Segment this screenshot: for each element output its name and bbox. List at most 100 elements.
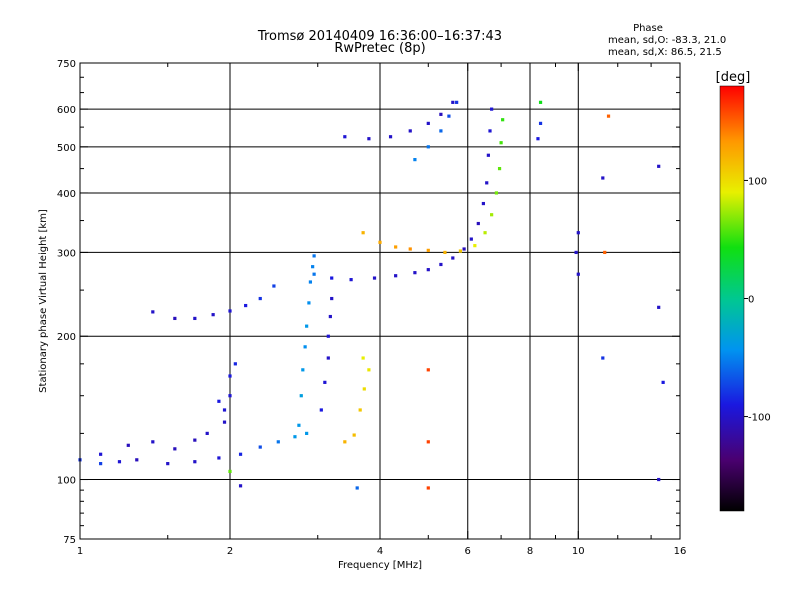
echo-point	[343, 440, 347, 444]
y-tick-label: 750	[57, 59, 76, 70]
echo-point	[355, 486, 359, 490]
y-tick-label: 500	[57, 143, 76, 154]
colorbar-tick-label: -100	[748, 413, 771, 424]
echo-point	[193, 438, 197, 442]
x-tick-label: 4	[377, 546, 383, 557]
echo-point	[308, 280, 313, 284]
phase-stats-o: mean, sd,O: -83.3, 21.0	[608, 35, 726, 46]
echo-point	[483, 231, 487, 235]
echo-point	[205, 431, 209, 435]
echo-point	[426, 268, 430, 272]
echo-point	[447, 114, 451, 118]
echo-point	[439, 129, 443, 133]
y-tick-label: 200	[57, 332, 76, 343]
colorbar-tick-label: 0	[748, 295, 754, 306]
echo-point	[117, 460, 122, 464]
y-tick-label: 400	[57, 189, 76, 200]
echo-point	[408, 129, 412, 133]
echo-point	[312, 254, 316, 258]
echo-point	[297, 423, 301, 427]
echo-point	[408, 247, 412, 251]
echo-point	[303, 345, 307, 349]
echo-point	[349, 278, 353, 282]
echo-point	[326, 334, 330, 338]
echo-point	[301, 368, 305, 372]
axis-ticks: 1 2 4 6 8 10 16 75 100 200 300 400 500 600 750	[57, 59, 686, 557]
echo-point	[99, 462, 103, 466]
y-tick-label: 75	[63, 535, 76, 546]
echo-point	[258, 296, 262, 301]
colorbar	[719, 85, 745, 512]
grid-lines	[80, 63, 680, 539]
echo-point	[413, 158, 417, 162]
echo-point	[222, 408, 227, 412]
echo-points	[78, 100, 665, 490]
echo-point	[426, 248, 430, 252]
colorbar-label: [deg]	[716, 70, 751, 85]
echo-point	[439, 112, 443, 116]
x-tick-label: 6	[465, 546, 471, 557]
echo-point	[458, 249, 463, 253]
echo-point	[323, 380, 327, 384]
echo-point	[657, 305, 661, 309]
x-tick-label: 10	[572, 546, 585, 557]
echo-point	[258, 445, 262, 449]
echo-point	[499, 141, 503, 145]
echo-point	[173, 447, 177, 451]
echo-point	[601, 356, 605, 360]
echo-point	[166, 462, 170, 466]
echo-point	[394, 245, 398, 249]
echo-point	[490, 213, 494, 217]
echo-point	[330, 296, 334, 301]
echo-point	[378, 240, 382, 244]
echo-point	[501, 118, 505, 122]
echo-point	[312, 272, 316, 276]
echo-point	[299, 394, 303, 398]
echo-point	[455, 100, 459, 104]
echo-point	[473, 244, 477, 248]
echo-point	[293, 435, 297, 439]
phase-stats-x: mean, sd,X: 86.5, 21.5	[608, 47, 722, 58]
echo-point	[426, 368, 430, 372]
phase-stats-title: Phase	[633, 23, 663, 34]
echo-point	[426, 440, 430, 444]
echo-point	[485, 181, 489, 185]
echo-point	[193, 316, 197, 321]
echo-point	[413, 271, 417, 275]
echo-point	[330, 276, 334, 280]
echo-point	[603, 250, 607, 255]
echo-point	[228, 469, 232, 474]
echo-point	[367, 368, 371, 372]
echo-point	[217, 399, 221, 403]
echo-point	[228, 374, 232, 378]
echo-point	[135, 458, 139, 462]
echo-point	[99, 452, 103, 456]
y-axis-label: Stationary phase Virtual Height [km]	[38, 209, 49, 393]
echo-point	[238, 452, 243, 456]
echo-point	[319, 408, 323, 412]
echo-point	[238, 484, 243, 488]
echo-point	[657, 164, 661, 168]
echo-point	[343, 135, 347, 139]
echo-point	[233, 362, 237, 366]
echo-point	[305, 324, 309, 328]
y-tick-label: 600	[57, 105, 76, 116]
echo-point	[305, 431, 309, 435]
echo-point	[451, 100, 455, 104]
echo-point	[601, 176, 605, 180]
echo-point	[476, 221, 480, 226]
echo-point	[272, 284, 276, 288]
echo-point	[228, 309, 232, 313]
echo-point	[222, 420, 227, 424]
echo-point	[358, 408, 362, 412]
echo-point	[657, 477, 661, 482]
x-tick-label: 8	[527, 546, 533, 557]
echo-point	[426, 121, 430, 125]
echo-point	[228, 394, 232, 398]
y-tick-label: 100	[57, 476, 76, 487]
echo-point	[151, 440, 155, 444]
echo-point	[490, 107, 494, 111]
echo-point	[217, 456, 221, 460]
echo-point	[151, 310, 155, 314]
